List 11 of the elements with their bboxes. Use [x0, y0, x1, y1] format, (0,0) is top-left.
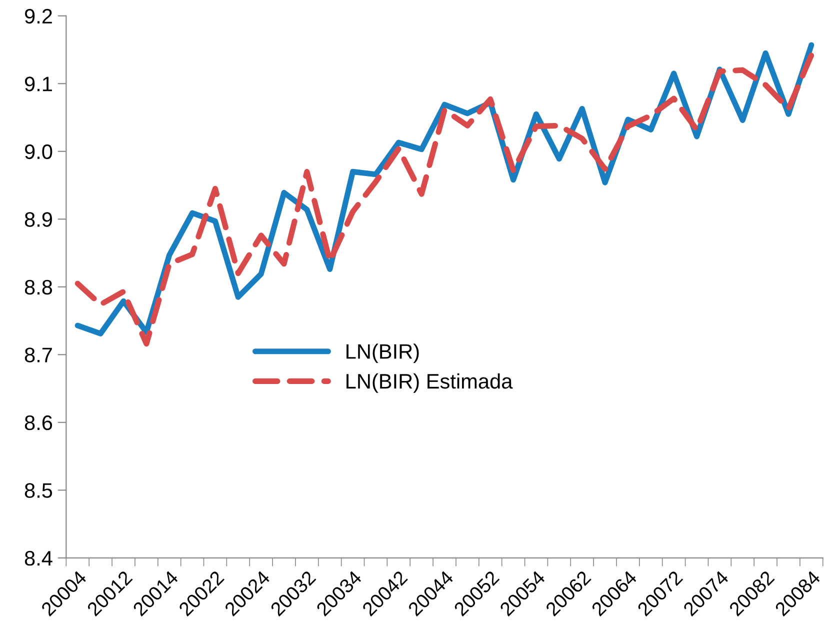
y-tick-label: 9.2 [24, 8, 52, 24]
y-tick-label: 8.5 [24, 483, 52, 498]
y-tick-label: 8.7 [24, 348, 52, 362]
legend-label: LN(BIR) [346, 344, 419, 363]
y-tick-label: 9.0 [24, 144, 52, 160]
y-tick-label: 8.6 [24, 415, 52, 430]
y-tick-label: 9.1 [24, 76, 52, 92]
y-tick-label: 8.4 [24, 550, 52, 566]
y-tick-label: 8.9 [24, 212, 52, 227]
y-tick-label: 8.8 [24, 280, 52, 295]
legend-label: LN(BIR) Estimada [346, 373, 513, 393]
